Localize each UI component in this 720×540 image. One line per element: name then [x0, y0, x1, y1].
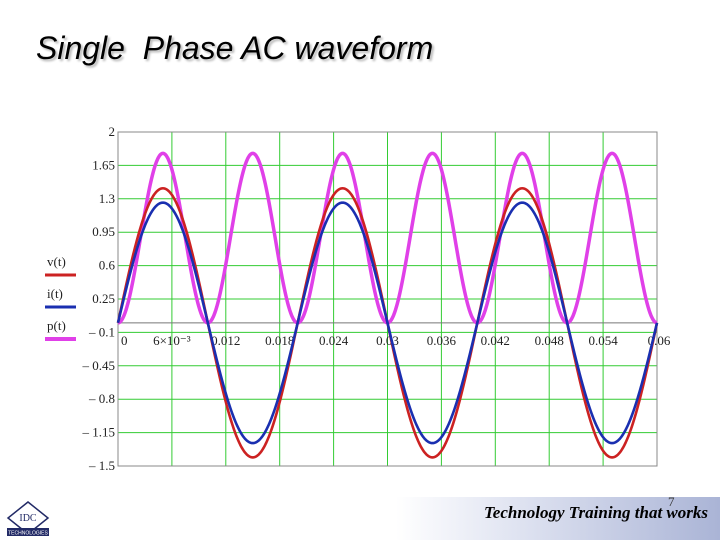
waveform-chart: 2 1.65 1.3 0.95 0.6 0.25 – 0.1 – 0.45 – 0.8 – 1.1… — [45, 124, 671, 473]
x-tick-label: 0.012 — [211, 333, 240, 348]
chart-series — [116, 151, 659, 459]
y-tick-label: 2 — [109, 124, 116, 139]
x-tick-label: 0.03 — [376, 333, 399, 348]
slide-title: Single Phase AC waveform — [36, 30, 434, 66]
y-tick-label: 0.6 — [99, 258, 116, 273]
footer-slogan: Technology Training that works — [483, 503, 708, 522]
y-tick-label: – 0.8 — [88, 391, 115, 406]
x-tick-label: 0.036 — [427, 333, 457, 348]
y-tick-label: 1.65 — [92, 157, 115, 172]
legend-label: i(t) — [47, 286, 63, 301]
idc-logo: IDC TECHNOLOGIES — [6, 501, 50, 537]
chart-grid — [118, 132, 657, 466]
page-number: 7 — [668, 494, 675, 509]
legend-label: v(t) — [47, 254, 66, 269]
y-tick-labels: 2 1.65 1.3 0.95 0.6 0.25 – 0.1 – 0.45 – 0.8 – 1.1… — [82, 124, 116, 473]
x-tick-labels: 0 6×10⁻³ 0.012 0.018 0.024 0.03 0.036 0.042 0.04… — [121, 333, 671, 348]
y-tick-label: – 1.5 — [88, 458, 115, 473]
legend-label: p(t) — [47, 318, 66, 333]
y-tick-label: – 1.15 — [82, 425, 116, 440]
x-tick-label: 0.024 — [319, 333, 349, 348]
y-tick-label: 0.25 — [92, 291, 115, 306]
y-tick-label: – 0.1 — [88, 324, 115, 339]
x-tick-label: 0.042 — [481, 333, 510, 348]
chart-legend: v(t) i(t) p(t) — [45, 254, 76, 341]
x-tick-label: 0 — [121, 333, 128, 348]
svg-text:IDC: IDC — [19, 513, 37, 524]
x-tick-label: 0.048 — [535, 333, 564, 348]
x-tick-label: 0.018 — [265, 333, 294, 348]
footer-bar — [0, 497, 720, 540]
y-tick-label: 1.3 — [99, 191, 115, 206]
x-tick-label: 6×10⁻³ — [153, 333, 191, 348]
y-tick-label: 0.95 — [92, 224, 115, 239]
series-line-it — [116, 201, 659, 445]
x-tick-label: 0.054 — [588, 333, 618, 348]
svg-text:TECHNOLOGIES: TECHNOLOGIES — [8, 531, 48, 537]
y-tick-label: – 0.45 — [82, 358, 116, 373]
plot-border — [117, 131, 658, 467]
